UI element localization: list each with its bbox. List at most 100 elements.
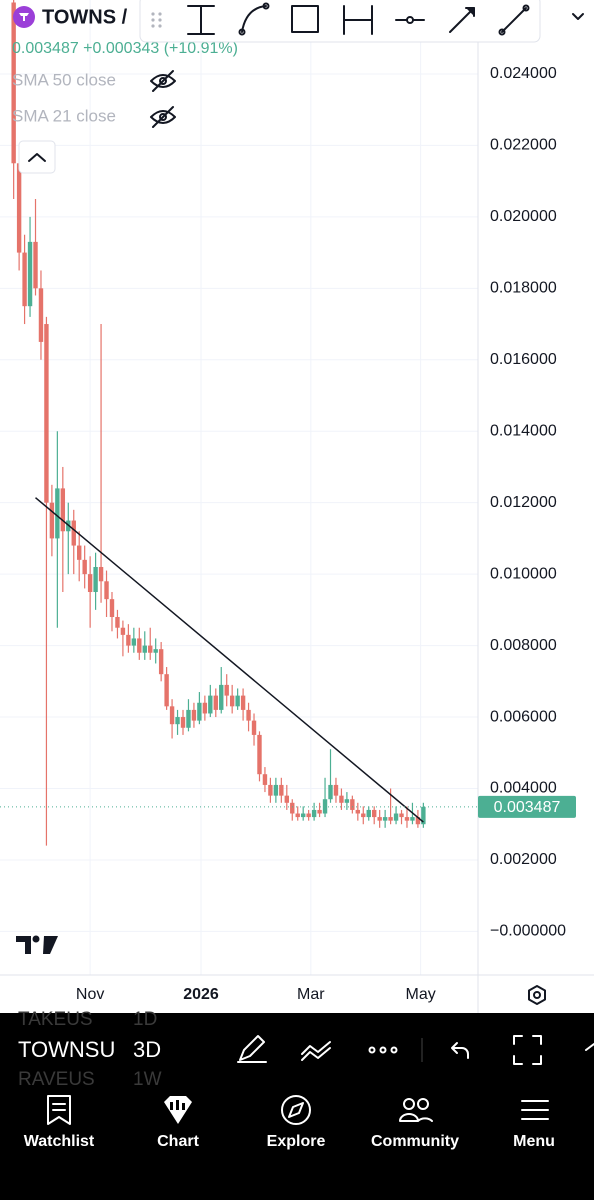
community-icon[interactable] bbox=[399, 1098, 433, 1122]
settings-icon[interactable] bbox=[528, 985, 546, 1005]
hide-icon[interactable] bbox=[150, 70, 176, 92]
trend-line bbox=[35, 497, 424, 823]
candle-body bbox=[421, 806, 426, 825]
candle-body bbox=[273, 784, 279, 796]
symbol[interactable]: TOWNS / bbox=[42, 6, 128, 28]
candle-body bbox=[71, 520, 76, 546]
watchlist-icon[interactable] bbox=[47, 1095, 71, 1125]
candle-body bbox=[153, 649, 158, 653]
candle-body bbox=[191, 709, 197, 721]
candle-body bbox=[290, 802, 295, 814]
nav-label[interactable]: Explore bbox=[267, 1133, 326, 1150]
tool-rectangle[interactable] bbox=[291, 5, 319, 33]
quote: 0.003487 +0.000343 (+10.91%) bbox=[12, 40, 238, 57]
candle-body bbox=[355, 809, 361, 814]
more-icon[interactable] bbox=[368, 1046, 398, 1054]
plot bbox=[0, 0, 478, 846]
candle-body bbox=[49, 502, 55, 539]
candle-body bbox=[322, 799, 328, 814]
x-tick-label: 2026 bbox=[183, 986, 219, 1003]
draw-icon[interactable] bbox=[237, 1035, 267, 1063]
dropdown[interactable] bbox=[572, 13, 584, 20]
candle-body bbox=[87, 574, 93, 593]
candle-body bbox=[158, 649, 164, 675]
undo-icon[interactable] bbox=[451, 1042, 469, 1059]
candle-body bbox=[142, 645, 147, 653]
tool-trend-line[interactable] bbox=[498, 4, 530, 36]
y-tick-label: 0.014000 bbox=[490, 422, 557, 439]
candle-body bbox=[284, 795, 289, 803]
candle-body bbox=[410, 817, 415, 821]
candle-body bbox=[366, 809, 371, 818]
y-tick-label: 0.018000 bbox=[490, 280, 557, 297]
indicator[interactable]: SMA 21 close bbox=[12, 106, 116, 125]
nav-label[interactable]: Chart bbox=[157, 1133, 199, 1150]
candle-body bbox=[180, 717, 186, 728]
fullscreen-icon[interactable] bbox=[513, 1035, 542, 1065]
candle-body bbox=[213, 695, 218, 710]
candle-body bbox=[109, 599, 115, 618]
candle-body bbox=[268, 784, 273, 796]
candle-body bbox=[164, 674, 169, 707]
candle-body bbox=[219, 684, 224, 710]
candle-body bbox=[82, 559, 87, 575]
more-icon bbox=[585, 1043, 594, 1051]
candle-body bbox=[229, 695, 235, 707]
toolbar-interval[interactable]: 3D bbox=[133, 1037, 161, 1062]
candle-body bbox=[202, 702, 208, 714]
candle-body bbox=[311, 809, 317, 818]
toolbar-symbol[interactable]: TOWNSU bbox=[18, 1037, 115, 1062]
tool-price-range[interactable] bbox=[187, 5, 215, 35]
candle-body bbox=[137, 638, 142, 653]
explore-icon[interactable] bbox=[281, 1095, 311, 1125]
tool-arrow[interactable] bbox=[449, 7, 475, 33]
candle-body bbox=[98, 566, 104, 582]
candle-body bbox=[295, 813, 300, 818]
y-tick-label: 0.012000 bbox=[490, 494, 557, 511]
indicators-icon[interactable] bbox=[301, 1041, 331, 1061]
candle-body bbox=[93, 566, 98, 593]
tool-horizontal-line[interactable] bbox=[395, 16, 425, 24]
indicator[interactable]: SMA 50 close bbox=[12, 70, 116, 89]
candle-body bbox=[361, 813, 366, 818]
candle-body bbox=[339, 795, 344, 803]
collapse-button[interactable] bbox=[18, 140, 56, 174]
x-tick-label: Nov bbox=[76, 986, 104, 1003]
candle-body bbox=[251, 720, 257, 735]
drag-handle[interactable] bbox=[151, 12, 162, 28]
y-tick-label: 0.022000 bbox=[490, 137, 557, 154]
nav-label[interactable]: Watchlist bbox=[24, 1133, 95, 1150]
menu-icon[interactable] bbox=[521, 1100, 549, 1120]
hide-icon[interactable] bbox=[150, 106, 176, 128]
nav-label[interactable]: Community bbox=[371, 1133, 459, 1150]
y-tick-label: 0.006000 bbox=[490, 708, 557, 725]
tool-curve[interactable] bbox=[238, 2, 270, 36]
candle-body bbox=[393, 813, 399, 821]
faded-symbol: TAKEUS bbox=[18, 1009, 93, 1030]
candle-body bbox=[131, 638, 137, 646]
chevron-up bbox=[28, 153, 46, 162]
x-tick-label: Mar bbox=[297, 986, 325, 1003]
candle-body bbox=[235, 695, 240, 707]
candle-body bbox=[300, 813, 306, 818]
chart-icon[interactable] bbox=[164, 1096, 192, 1124]
candle-body bbox=[399, 813, 404, 818]
candle-body bbox=[377, 817, 382, 821]
candle-body bbox=[22, 252, 27, 307]
candle-body bbox=[169, 706, 175, 725]
candle-body bbox=[382, 817, 388, 821]
nav-label[interactable]: Menu bbox=[513, 1133, 555, 1150]
candle-body bbox=[175, 717, 180, 725]
candle-body bbox=[224, 684, 229, 696]
y-tick-label: 0.010000 bbox=[490, 565, 557, 582]
last-price-label: 0.003487 bbox=[494, 799, 561, 816]
candle-body bbox=[344, 799, 350, 803]
candle-body bbox=[11, 2, 16, 164]
y-tick-label: 0.004000 bbox=[490, 780, 557, 797]
faded-symbol: RAVEUS bbox=[18, 1069, 95, 1090]
tool-date-range[interactable] bbox=[343, 5, 373, 35]
candle-body bbox=[44, 324, 49, 503]
candle-body bbox=[350, 799, 355, 810]
